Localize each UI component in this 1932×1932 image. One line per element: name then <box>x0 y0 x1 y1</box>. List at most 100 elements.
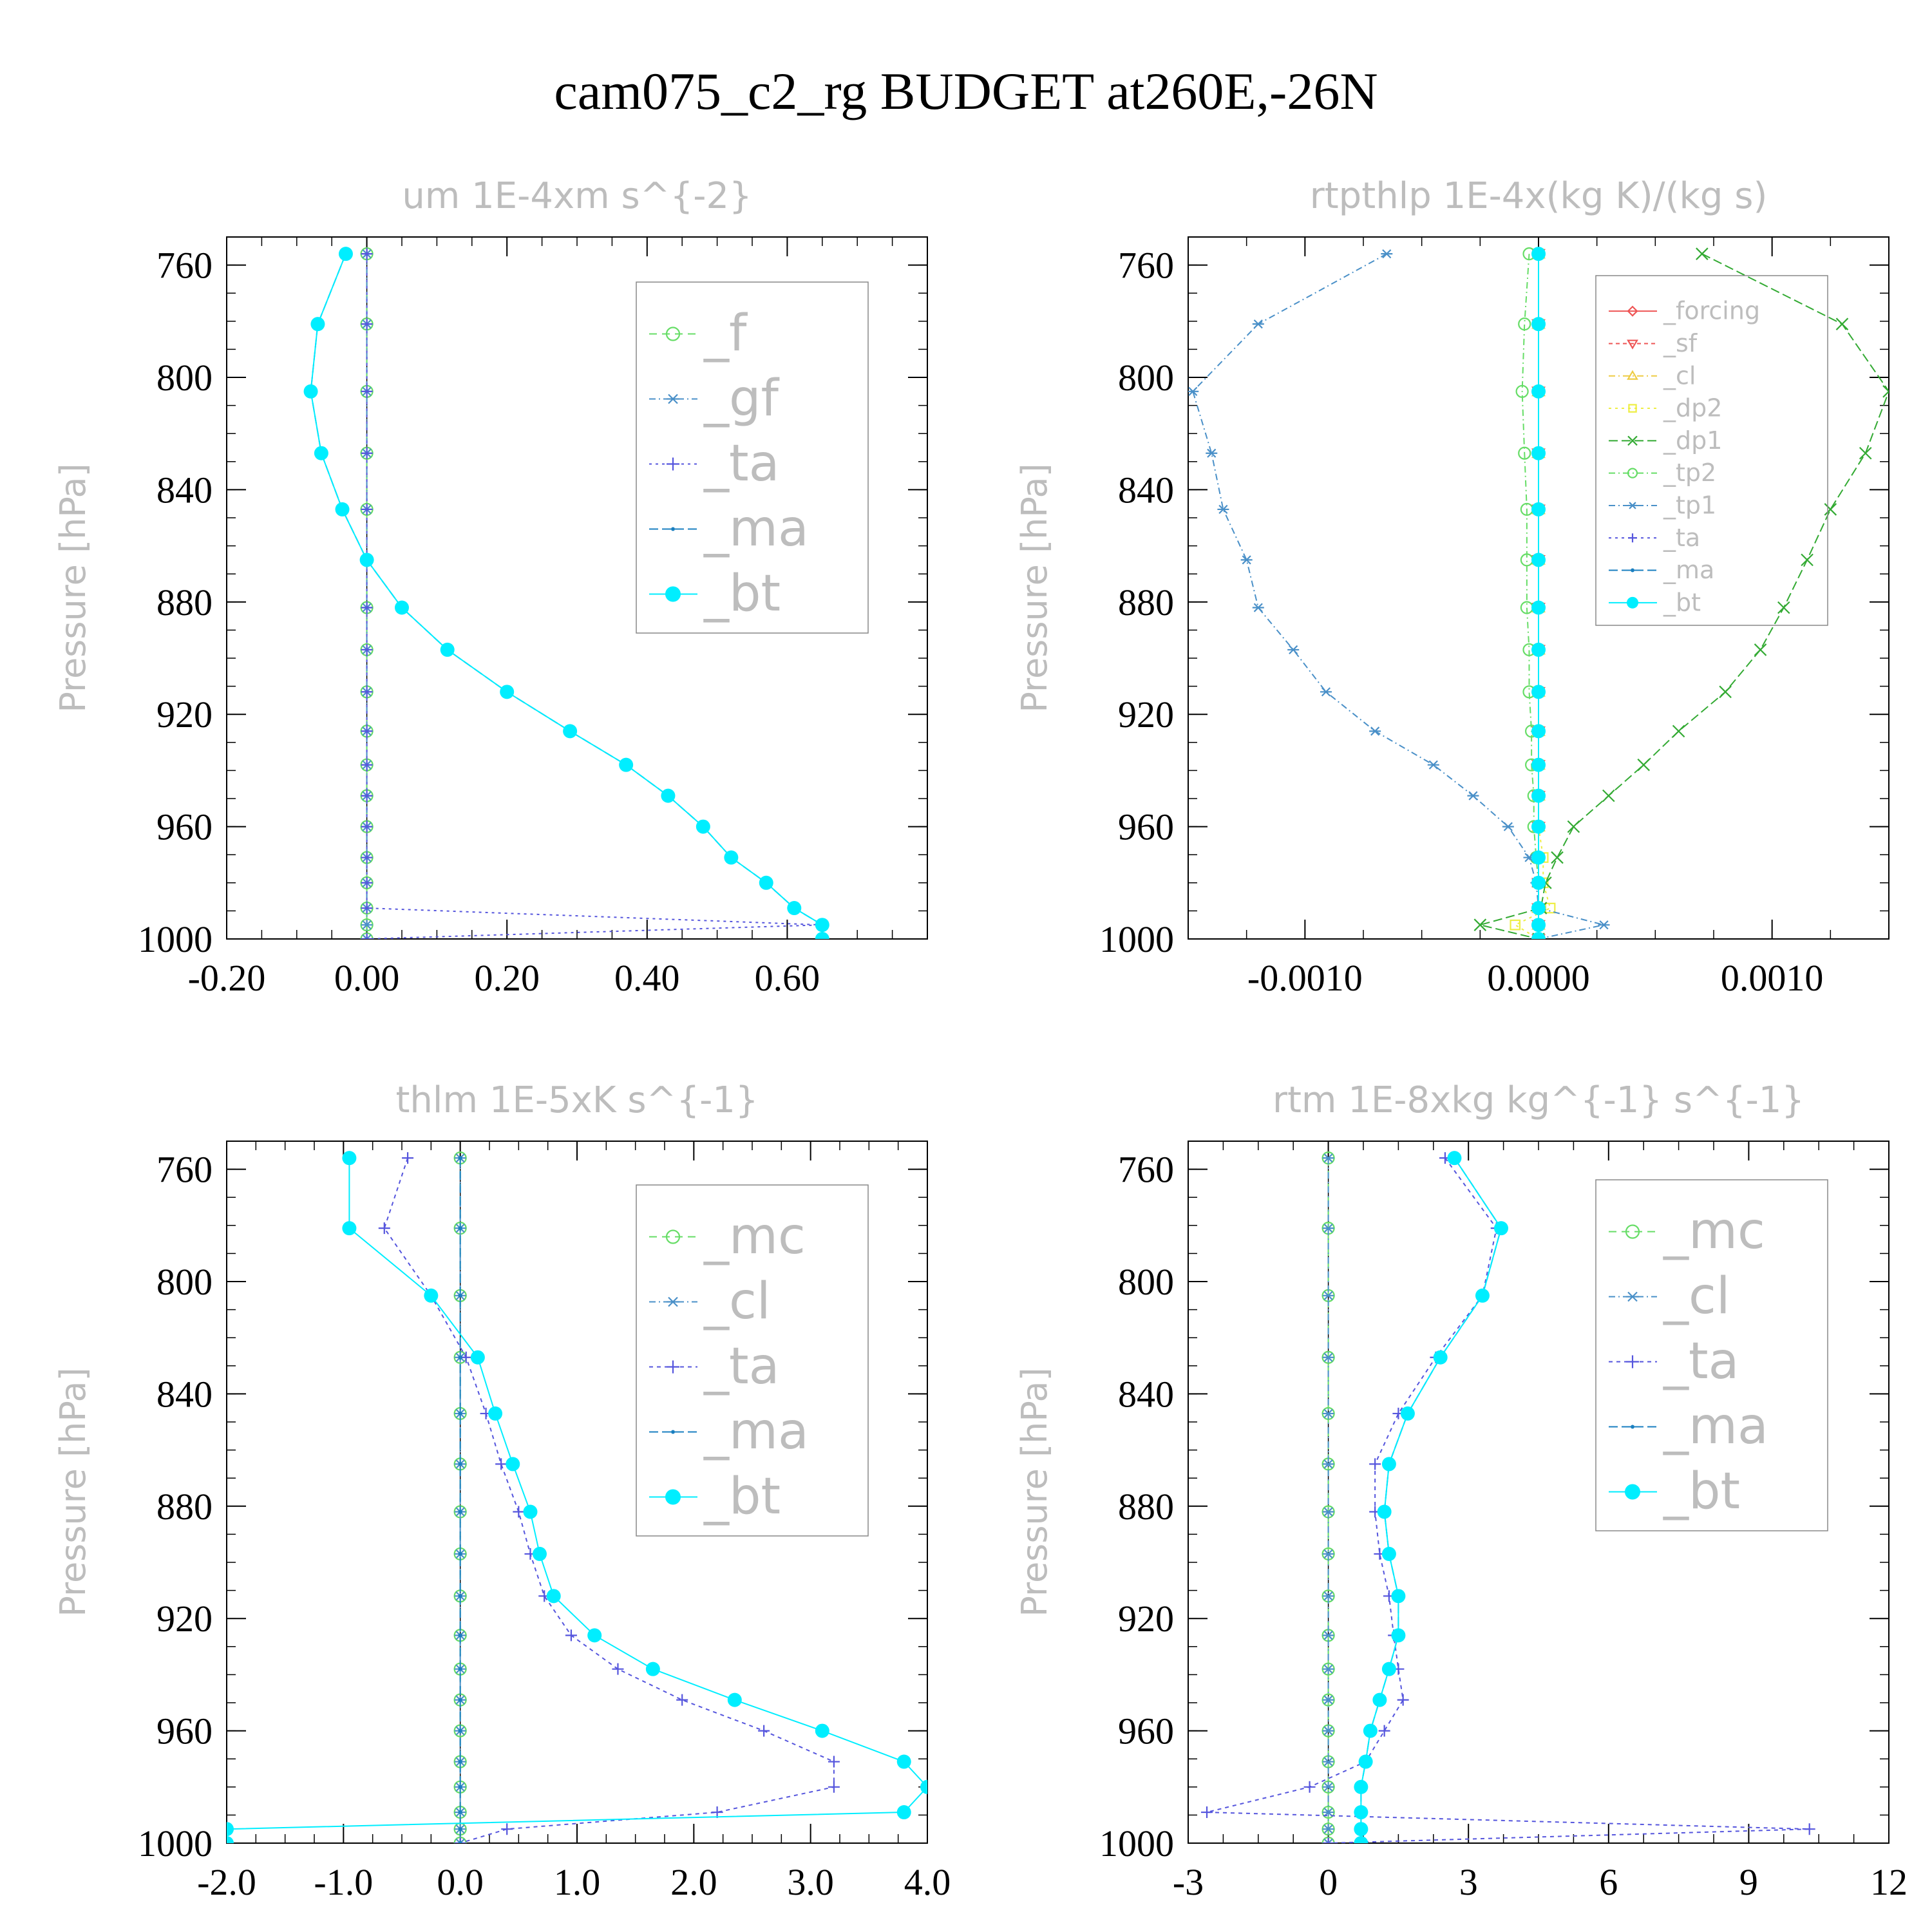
data-point <box>1392 1407 1405 1419</box>
data-point <box>359 553 374 567</box>
data-point <box>1525 758 1539 772</box>
data-point <box>1531 502 1546 516</box>
data-point <box>1525 724 1539 738</box>
data-point <box>1533 601 1544 614</box>
data-point <box>454 1726 466 1736</box>
data-point <box>1322 1591 1334 1601</box>
data-point <box>711 1806 723 1819</box>
data-point <box>1382 1510 1387 1514</box>
legend-entry: _forcing <box>1609 297 1760 325</box>
data-point <box>453 1724 467 1738</box>
data-point <box>1533 790 1544 801</box>
data-point <box>1531 249 1546 261</box>
data-point <box>696 819 710 834</box>
data-point <box>1533 248 1544 260</box>
data-point <box>1537 389 1540 393</box>
data-point <box>666 793 670 798</box>
data-point <box>1537 451 1540 455</box>
data-point <box>1252 603 1264 612</box>
data-point <box>1801 553 1814 567</box>
data-point <box>1467 791 1479 800</box>
y-tick-label: 800 <box>1118 1261 1174 1303</box>
legend-entry: _ta <box>1609 1332 1739 1390</box>
data-point <box>1533 447 1544 459</box>
y-tick-label: 920 <box>156 1598 213 1640</box>
data-point <box>360 758 374 772</box>
data-point <box>453 1755 467 1768</box>
data-point <box>360 918 374 932</box>
y-tick-label: 760 <box>1118 245 1174 287</box>
data-point <box>1531 687 1546 699</box>
data-point <box>1388 1629 1400 1642</box>
series-cl <box>1531 246 1546 939</box>
data-point <box>1531 553 1546 565</box>
data-point <box>361 878 373 887</box>
data-point <box>1527 820 1540 833</box>
data-point <box>1531 446 1546 460</box>
data-point <box>361 448 373 458</box>
series-line <box>366 254 822 939</box>
data-point <box>815 1723 829 1738</box>
data-point <box>454 1837 466 1843</box>
series-ma <box>1359 1156 1503 1843</box>
data-point <box>1533 821 1544 832</box>
data-point <box>460 1351 472 1363</box>
data-point <box>1430 1351 1442 1363</box>
data-point <box>1531 724 1546 739</box>
plot-frame <box>226 236 928 940</box>
data-point <box>454 1838 466 1843</box>
data-point <box>1531 504 1546 517</box>
data-point <box>445 647 450 652</box>
data-point <box>1754 643 1767 656</box>
data-point <box>1544 902 1556 914</box>
data-point <box>1531 757 1546 772</box>
data-point <box>1490 1222 1502 1235</box>
data-point <box>361 504 373 514</box>
data-point <box>1531 901 1546 915</box>
data-point <box>1531 247 1546 261</box>
data-point <box>1359 1756 1372 1768</box>
data-point <box>1321 1836 1335 1843</box>
y-axis-label: Pressure [hPa] <box>53 463 93 712</box>
data-point <box>453 1505 467 1519</box>
data-point <box>1537 793 1540 798</box>
data-point <box>1321 1589 1335 1603</box>
series-ma <box>458 1156 462 1843</box>
data-point <box>1531 791 1546 803</box>
data-point <box>360 643 374 657</box>
data-point <box>360 724 374 738</box>
data-point <box>1510 919 1521 931</box>
data-point <box>1322 1782 1334 1792</box>
data-point <box>1217 504 1229 514</box>
data-point <box>361 503 373 515</box>
legend-marker <box>1628 502 1637 509</box>
series-line <box>1192 253 1604 939</box>
legend-label: _forcing <box>1663 297 1760 325</box>
series-line <box>310 253 823 939</box>
data-point <box>316 322 320 327</box>
data-point <box>1531 317 1546 332</box>
x-tick-label: 6 <box>1599 1861 1618 1903</box>
data-point <box>661 788 676 803</box>
data-point <box>1532 933 1545 939</box>
legend-label: _cl <box>1663 1267 1730 1325</box>
data-point <box>453 1350 467 1364</box>
data-point <box>1531 603 1546 615</box>
data-point <box>454 1408 466 1418</box>
data-point <box>361 933 373 939</box>
data-point <box>1531 317 1546 331</box>
legend-entry: _dp2 <box>1609 394 1722 422</box>
data-point <box>1438 1355 1443 1359</box>
legend-box <box>1595 1179 1828 1531</box>
series-line <box>1206 1157 1810 1843</box>
legend-entry: _mc <box>649 1208 806 1265</box>
data-point <box>1372 1692 1387 1707</box>
data-point <box>335 502 350 516</box>
legend-entry: _ma <box>649 500 809 558</box>
legend-entry: _ma <box>1609 556 1714 584</box>
data-point <box>454 1352 466 1362</box>
data-point <box>1533 820 1544 833</box>
x-tick-label: -0.20 <box>188 957 266 999</box>
data-point <box>1533 851 1544 864</box>
figure-title: cam075_c2_rg BUDGET at260E,-26N <box>554 62 1378 120</box>
